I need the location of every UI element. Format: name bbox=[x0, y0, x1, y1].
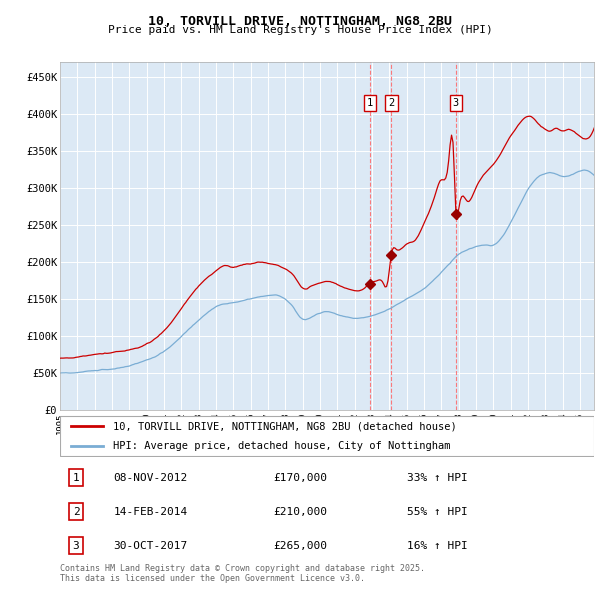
Text: £170,000: £170,000 bbox=[274, 473, 328, 483]
Text: 14-FEB-2014: 14-FEB-2014 bbox=[113, 507, 188, 517]
FancyBboxPatch shape bbox=[60, 415, 594, 457]
Text: 3: 3 bbox=[452, 98, 459, 108]
Text: 33% ↑ HPI: 33% ↑ HPI bbox=[407, 473, 468, 483]
Text: 2: 2 bbox=[388, 98, 395, 108]
Text: £265,000: £265,000 bbox=[274, 541, 328, 551]
Text: 2: 2 bbox=[73, 507, 79, 517]
Text: 30-OCT-2017: 30-OCT-2017 bbox=[113, 541, 188, 551]
Text: 55% ↑ HPI: 55% ↑ HPI bbox=[407, 507, 468, 517]
Text: 10, TORVILL DRIVE, NOTTINGHAM, NG8 2BU: 10, TORVILL DRIVE, NOTTINGHAM, NG8 2BU bbox=[148, 15, 452, 28]
Text: 1: 1 bbox=[73, 473, 79, 483]
Text: Price paid vs. HM Land Registry's House Price Index (HPI): Price paid vs. HM Land Registry's House … bbox=[107, 25, 493, 35]
Text: £210,000: £210,000 bbox=[274, 507, 328, 517]
Text: 10, TORVILL DRIVE, NOTTINGHAM, NG8 2BU (detached house): 10, TORVILL DRIVE, NOTTINGHAM, NG8 2BU (… bbox=[113, 421, 457, 431]
Text: 3: 3 bbox=[73, 541, 79, 551]
Text: 1: 1 bbox=[367, 98, 373, 108]
Text: Contains HM Land Registry data © Crown copyright and database right 2025.
This d: Contains HM Land Registry data © Crown c… bbox=[60, 564, 425, 584]
Text: HPI: Average price, detached house, City of Nottingham: HPI: Average price, detached house, City… bbox=[113, 441, 451, 451]
Text: 16% ↑ HPI: 16% ↑ HPI bbox=[407, 541, 468, 551]
Text: 08-NOV-2012: 08-NOV-2012 bbox=[113, 473, 188, 483]
